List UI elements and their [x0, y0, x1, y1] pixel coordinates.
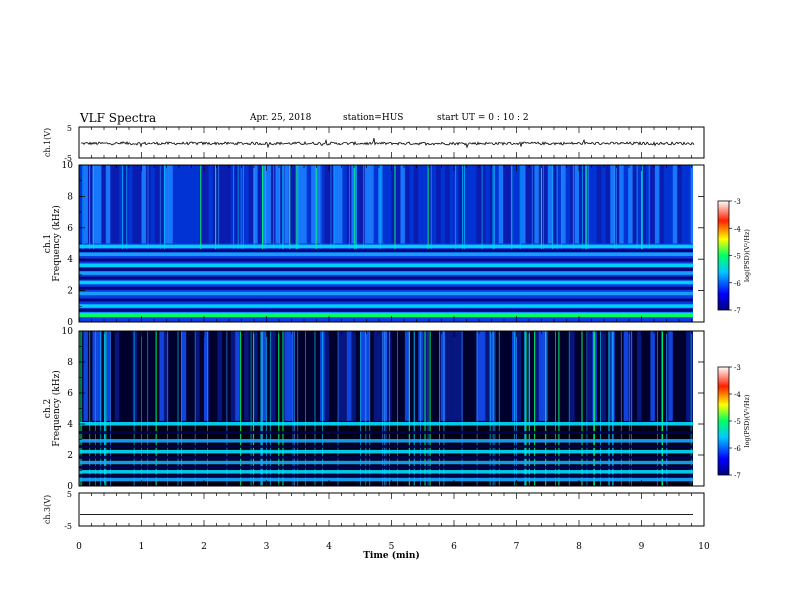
ch1-spectrogram-green-line: [79, 313, 704, 318]
x-tick-label: 0: [76, 542, 82, 552]
ch3-ylabel: ch.3(V): [43, 495, 52, 524]
ch2-spectrogram-gap: [79, 455, 704, 459]
ch1-spectrogram-band: [79, 280, 704, 285]
ch2-spectrogram-ylabel: ch.2: [43, 399, 53, 418]
ch3-ytick-label: 5: [67, 490, 72, 499]
ch1-spectrogram-colorbar-tick-label: -3: [734, 198, 741, 206]
ch2-spectrogram-colorbar: [717, 366, 730, 476]
start-time-label: start UT = 0 : 10 : 2: [437, 113, 529, 123]
ch1-spectrogram-colorbar: [717, 200, 730, 311]
ch2-spectrogram-gap: [79, 465, 704, 469]
x-tick-label: 1: [139, 542, 145, 552]
x-tick-label: 4: [326, 542, 332, 552]
ch2-spectrogram-band: [79, 460, 704, 465]
ch2-spectrogram-blank-edge: [693, 331, 704, 486]
ch1-spectrogram-colorbar-label: log(PSD)(V²/Hz): [743, 229, 751, 282]
ch1-spectrogram-ylabel: ch.1: [43, 234, 53, 253]
ch2-spectrogram-ytick-label: 4: [67, 420, 73, 430]
ch1-spectrogram-gap: [79, 276, 704, 280]
ch1-spectrogram-colorbar-tick-label: -4: [734, 225, 741, 233]
ch2-spectrogram-colorbar-tick-label: -7: [734, 472, 741, 480]
station-label: station=HUS: [343, 113, 404, 123]
ch2-spectrogram-ytick-label: 2: [67, 451, 73, 461]
ch2-spectrogram-colorbar-tick-label: -5: [734, 418, 741, 426]
ch1-spectrogram-band: [79, 304, 704, 308]
ch2-spectrogram-ytick-label: 0: [67, 482, 73, 492]
x-tick-label: 6: [451, 542, 457, 552]
ch2-spectrogram-band: [79, 439, 704, 443]
ch2-spectrogram-gap: [79, 474, 704, 478]
ch2-spectrogram-ylabel-frequency: Frequency (kHz): [51, 370, 62, 447]
x-tick-label: 9: [639, 542, 645, 552]
ch1-spectrogram-gap: [79, 249, 704, 253]
ch2-spectrogram-band: [79, 477, 704, 482]
x-tick-label: 7: [514, 542, 520, 552]
ch1-waveform-trace: [80, 137, 695, 149]
ch2-spectrogram-ytick-label: 8: [67, 358, 73, 368]
ch1-spectrogram-ytick-label: 6: [67, 224, 73, 234]
ch1-spectrogram-noise: [79, 165, 705, 250]
ch1-spectrogram-colorbar-tick-label: -7: [734, 307, 741, 315]
ch1-spectrogram-colorbar-tick-label: -5: [734, 253, 741, 261]
ch1-spectrogram-gap: [79, 258, 704, 262]
ch1-spectrogram-band: [79, 271, 704, 275]
ch1-spectrogram-ytick-label: 0: [67, 318, 73, 328]
ch1-spectrogram-band: [79, 291, 704, 296]
ch1-spectrogram-band: [79, 244, 704, 249]
ch2-spectrogram-colorbar-label: log(PSD)(V²/Hz): [743, 394, 751, 447]
ch1-spectrogram-gap: [79, 308, 704, 312]
ch2-spectrogram-band: [79, 449, 704, 454]
ch3-ytick-label: -5: [64, 522, 72, 531]
x-tick-label: 3: [264, 542, 270, 552]
x-tick-label: 2: [201, 542, 207, 552]
ch1-spectrogram-ylabel-frequency: Frequency (kHz): [51, 205, 62, 282]
ch1-spectrogram-band: [79, 252, 704, 256]
x-tick-label: 8: [576, 542, 582, 552]
ch2-spectrogram-band: [79, 422, 704, 426]
figure-title: VLF Spectra: [80, 111, 157, 125]
ch1-spectrogram-blank-edge: [693, 165, 704, 322]
ch1-spectrogram-ytick-label: 8: [67, 192, 73, 202]
ch1-spectrogram-ytick-label: 4: [67, 255, 73, 265]
ch1-spectrogram-colorbar-tick-label: -6: [734, 280, 741, 288]
ch2-spectrogram-noise: [79, 331, 705, 486]
date-label: Apr. 25, 2018: [250, 113, 312, 123]
ch1-spectrogram-band: [79, 263, 704, 267]
ch2-spectrogram-gap: [79, 431, 704, 435]
ch2-spectrogram-band: [79, 470, 704, 474]
ch2-spectrogram-gap: [79, 444, 704, 448]
x-tick-label: 5: [389, 542, 395, 552]
ch1-spectrogram-gap: [79, 298, 704, 302]
ch2-spectrogram-colorbar-tick-label: -6: [734, 445, 741, 453]
x-axis-label: Time (min): [363, 550, 420, 561]
ch1-ytick-label: 5: [67, 124, 72, 133]
ch1-spectrogram-gap: [79, 267, 704, 271]
ch1-spectrogram-ytick-label: 2: [67, 287, 73, 297]
ch2-spectrogram-colorbar-tick-label: -3: [734, 364, 741, 372]
ch2-spectrogram-ytick-label: 6: [67, 389, 73, 399]
ch2-spectrogram-ytick-label: 10: [62, 327, 74, 337]
x-tick-label: 10: [698, 542, 710, 552]
ch1-spectrogram-ytick-label: 10: [62, 161, 74, 171]
ch1-ytick-label: -5: [64, 154, 72, 163]
ch2-spectrogram-colorbar-tick-label: -4: [734, 391, 741, 399]
ch1-ylabel: ch.1(V): [43, 128, 52, 157]
ch1-spectrogram-gap: [79, 286, 704, 290]
